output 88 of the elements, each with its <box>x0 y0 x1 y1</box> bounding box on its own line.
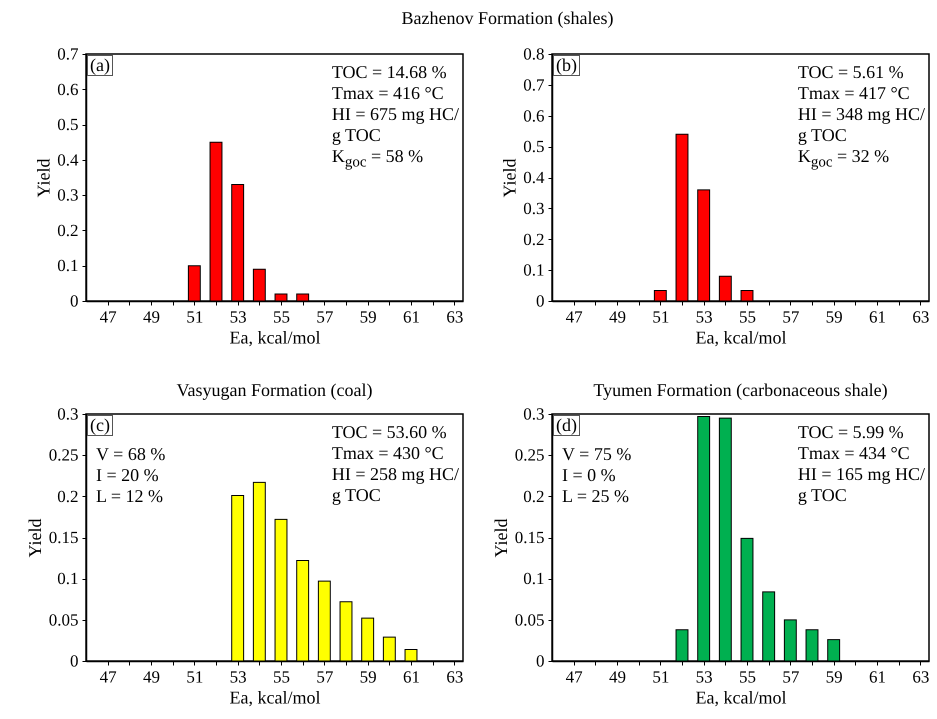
x-tick-label: 61 <box>869 668 886 686</box>
x-tick-label: 51 <box>652 308 670 326</box>
x-tick-label: 47 <box>100 308 118 326</box>
y-tick-label: 0.1 <box>57 569 78 588</box>
x-tick-label: 53 <box>230 668 247 686</box>
x-tick-label: 49 <box>143 668 160 686</box>
y-axis-title: Yield <box>33 158 54 198</box>
x-tick-label: 63 <box>912 308 930 326</box>
x-tick-label: 55 <box>739 308 756 326</box>
y-tick-label: 0.7 <box>523 75 545 94</box>
x-tick-label: 51 <box>652 668 670 686</box>
y-tick-label: 0 <box>70 652 78 670</box>
x-tick-label: 61 <box>869 308 886 326</box>
y-tick-label: 0.5 <box>523 137 544 156</box>
y-tick-label: 0.1 <box>523 260 544 280</box>
y-tick-label: 0.5 <box>57 115 78 134</box>
x-tick-label: 59 <box>826 668 843 686</box>
y-tick-label: 0.25 <box>48 446 78 465</box>
y-tick-label: 0.05 <box>514 610 544 630</box>
x-tick-label: 47 <box>566 668 584 686</box>
y-tick-label: 0 <box>536 652 544 670</box>
x-tick-label: 59 <box>360 668 377 686</box>
y-tick-label: 0.3 <box>57 404 78 424</box>
y-tick-label: 0 <box>70 292 78 310</box>
annotation: (a) <box>87 55 113 76</box>
x-tick-label: 53 <box>696 308 713 326</box>
y-tick-label: 0.1 <box>57 256 78 276</box>
x-tick-label: 49 <box>143 308 160 326</box>
y-tick-label: 0.3 <box>57 186 78 205</box>
y-tick-label: 0.3 <box>523 404 544 424</box>
x-axis-title: Ea, kcal/mol <box>230 688 320 708</box>
y-tick-label: 0.2 <box>523 486 544 506</box>
text: Bazhenov Formation (shales) <box>400 8 614 29</box>
chart-title: Vasyugan Formation (coal) <box>176 380 374 401</box>
y-axis-title: Yield <box>490 518 511 558</box>
annotation: TOC = 5.99 % Tmax = 434 °C HI = 165 mg HC/ g TOC <box>798 422 925 506</box>
y-tick-label: 0.3 <box>523 198 544 218</box>
y-tick-label: 0.05 <box>48 610 78 630</box>
y-tick-label: 0 <box>536 292 544 310</box>
x-tick-label: 59 <box>826 308 843 326</box>
x-tick-label: 55 <box>739 668 756 686</box>
annotation: V = 75 % I = 0 % L = 25 % <box>562 444 632 507</box>
x-tick-label: 57 <box>316 308 334 326</box>
x-tick-label: 63 <box>912 668 930 686</box>
x-tick-label: 51 <box>186 668 204 686</box>
x-tick-label: 61 <box>403 668 420 686</box>
y-tick-label: 0.2 <box>57 220 78 240</box>
x-tick-label: 53 <box>230 308 247 326</box>
y-tick-label: 0.25 <box>514 446 544 465</box>
y-tick-label: 0.15 <box>48 528 78 547</box>
y-axis-title: Yield <box>499 158 520 198</box>
x-axis-title: Ea, kcal/mol <box>696 688 786 708</box>
x-tick-label: 55 <box>273 308 290 326</box>
x-tick-label: 63 <box>446 668 464 686</box>
annotation: TOC = 14.68 % Tmax = 416 °C HI = 675 mg HC/ g TOC K$_{goc}$ = 58 % <box>332 62 459 173</box>
x-tick-label: 47 <box>566 308 584 326</box>
annotation: TOC = 5.61 % Tmax = 417 °C HI = 348 mg HC/ g TOC K$_{goc}$ = 32 % <box>798 62 925 173</box>
y-tick-label: 0.2 <box>523 230 544 249</box>
y-tick-label: 0.8 <box>523 44 544 64</box>
annotation: V = 68 % I = 20 % L = 12 % <box>96 444 166 507</box>
x-tick-label: 53 <box>696 668 713 686</box>
x-tick-label: 59 <box>360 308 377 326</box>
x-tick-label: 47 <box>100 668 118 686</box>
x-tick-label: 61 <box>403 308 420 326</box>
x-axis-title: Ea, kcal/mol <box>230 328 320 348</box>
x-tick-label: 49 <box>609 308 626 326</box>
x-tick-label: 51 <box>186 308 204 326</box>
annotation: (c) <box>87 415 113 436</box>
y-tick-label: 0.1 <box>523 569 544 588</box>
chart-title: Tyumen Formation (carbonaceous shale) <box>592 380 889 401</box>
x-tick-label: 57 <box>316 668 334 686</box>
x-tick-label: 49 <box>609 668 626 686</box>
y-tick-label: 0.6 <box>57 80 78 99</box>
y-tick-label: 0.6 <box>523 106 544 126</box>
annotation: (d) <box>553 415 580 436</box>
x-tick-label: 55 <box>273 668 290 686</box>
y-tick-label: 0.7 <box>57 44 79 64</box>
y-tick-label: 0.4 <box>523 168 545 187</box>
x-tick-label: 57 <box>782 668 800 686</box>
x-tick-label: 63 <box>446 308 464 326</box>
y-tick-label: 0.4 <box>57 150 79 170</box>
x-tick-label: 57 <box>782 308 800 326</box>
y-axis-title: Yield <box>24 518 45 558</box>
annotation: TOC = 53.60 % Tmax = 430 °C HI = 258 mg HC/ g TOC <box>332 422 459 506</box>
y-tick-label: 0.15 <box>514 528 544 547</box>
y-tick-label: 0.2 <box>57 486 78 506</box>
x-axis-title: Ea, kcal/mol <box>696 328 786 348</box>
annotation: (b) <box>553 55 580 76</box>
